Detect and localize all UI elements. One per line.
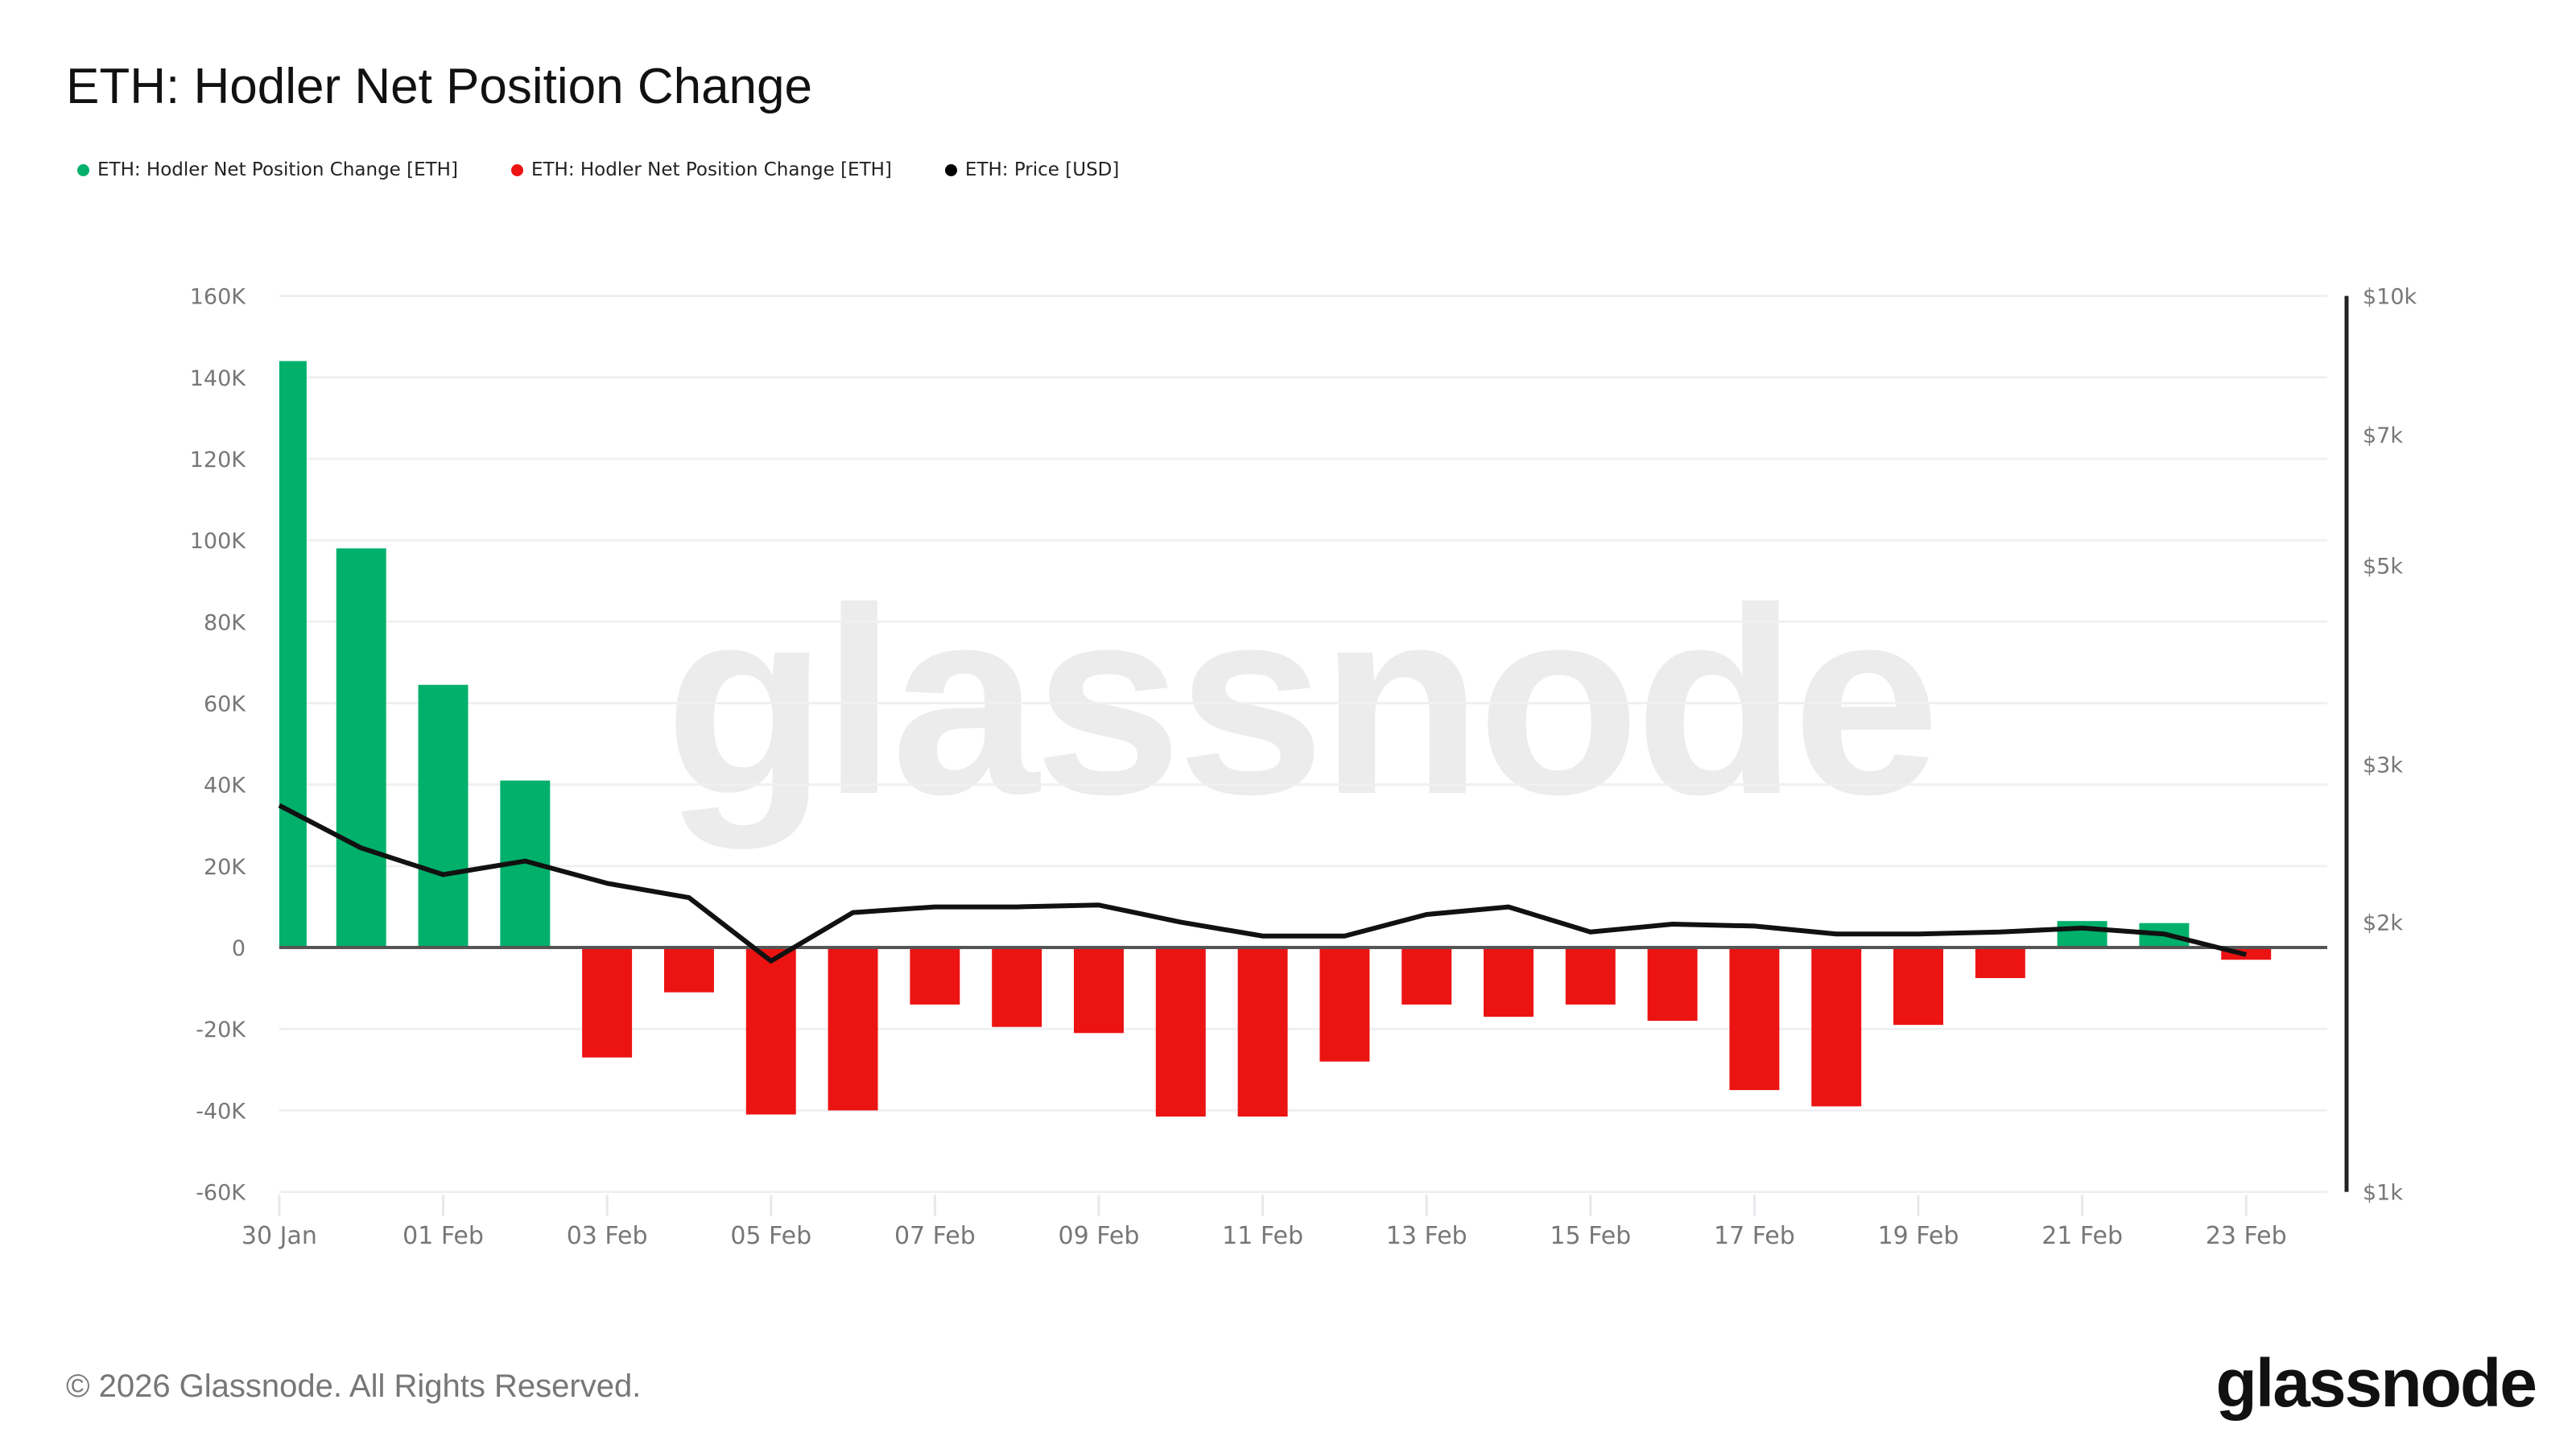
y-tick-label: 160K	[190, 285, 247, 310]
legend-dot-red-icon	[510, 163, 523, 176]
y-tick-label: -20K	[196, 1018, 246, 1042]
y-right-tick-label: $2k	[2363, 911, 2403, 936]
x-tick-label: 01 Feb	[402, 1222, 484, 1250]
bar-negative[interactable]	[1484, 947, 1534, 1018]
x-tick-label: 11 Feb	[1222, 1222, 1303, 1250]
legend-dot-green-icon	[77, 163, 89, 176]
x-tick-label: 05 Feb	[730, 1222, 811, 1250]
y-tick-label: 120K	[190, 448, 247, 473]
watermark: glassnode	[665, 552, 1935, 851]
bar-negative[interactable]	[1729, 947, 1780, 1091]
bar-negative[interactable]	[1893, 947, 1943, 1026]
legend-label: ETH: Price [USD]	[964, 159, 1120, 180]
bar-positive[interactable]	[418, 684, 469, 948]
legend-label: ETH: Hodler Net Position Change [ETH]	[97, 159, 458, 180]
x-tick-label: 13 Feb	[1386, 1222, 1468, 1250]
y-right-tick-label: $10k	[2363, 285, 2417, 310]
bar-negative[interactable]	[992, 947, 1042, 1027]
x-tick-label: 30 Jan	[242, 1222, 317, 1250]
y-right-tick-label: $7k	[2363, 423, 2403, 448]
legend-item-positive[interactable]: ETH: Hodler Net Position Change [ETH]	[77, 159, 458, 180]
x-tick-label: 19 Feb	[1878, 1222, 1959, 1250]
bar-negative[interactable]	[1811, 947, 1862, 1107]
x-tick-label: 07 Feb	[894, 1222, 976, 1250]
bar-positive[interactable]	[336, 548, 386, 948]
y-tick-label: 140K	[190, 366, 247, 391]
x-tick-label: 17 Feb	[1714, 1222, 1795, 1250]
legend-dot-black-icon	[944, 163, 957, 176]
x-tick-label: 21 Feb	[2041, 1222, 2123, 1250]
y-tick-label: 40K	[204, 774, 246, 799]
y-right-tick-label: $1k	[2363, 1181, 2403, 1206]
bar-negative[interactable]	[1402, 947, 1452, 1005]
y-tick-label: -40K	[196, 1099, 246, 1124]
y-right-tick-label: $3k	[2363, 753, 2403, 778]
bar-positive[interactable]	[2057, 921, 2107, 948]
x-tick-label: 09 Feb	[1059, 1222, 1140, 1250]
legend-label: ETH: Hodler Net Position Change [ETH]	[530, 159, 892, 180]
bar-negative[interactable]	[1237, 947, 1288, 1117]
y-right-tick-label: $5k	[2363, 555, 2403, 580]
bar-positive[interactable]	[279, 361, 307, 948]
y-tick-label: 100K	[190, 529, 247, 554]
y-tick-label: 20K	[204, 855, 246, 880]
bar-negative[interactable]	[1073, 947, 1124, 1034]
bar-negative[interactable]	[1975, 947, 2025, 978]
y-tick-label: -60K	[196, 1181, 246, 1206]
legend-item-price[interactable]: ETH: Price [USD]	[944, 159, 1120, 180]
bar-negative[interactable]	[1155, 947, 1206, 1117]
bar-negative[interactable]	[828, 947, 878, 1111]
legend: ETH: Hodler Net Position Change [ETH] ET…	[77, 159, 1172, 180]
price-line[interactable]	[278, 803, 2247, 964]
x-tick-label: 15 Feb	[1550, 1222, 1631, 1250]
chart-title: ETH: Hodler Net Position Change	[66, 59, 813, 114]
x-tick-label: 23 Feb	[2206, 1222, 2287, 1250]
glassnode-logo: glassnode	[2215, 1345, 2537, 1421]
bar-negative[interactable]	[1647, 947, 1698, 1022]
y-tick-label: 0	[232, 936, 246, 961]
bar-negative[interactable]	[663, 947, 714, 993]
bar-negative[interactable]	[745, 947, 796, 1115]
bar-negative[interactable]	[1319, 947, 1370, 1062]
y-tick-label: 80K	[204, 610, 246, 635]
bar-negative[interactable]	[910, 947, 960, 1005]
copyright-text: © 2026 Glassnode. All Rights Reserved.	[66, 1368, 642, 1404]
x-tick-label: 03 Feb	[567, 1222, 648, 1250]
bar-negative[interactable]	[1565, 947, 1616, 1005]
y-tick-label: 60K	[204, 691, 246, 716]
bar-negative[interactable]	[582, 947, 633, 1058]
legend-item-negative[interactable]: ETH: Hodler Net Position Change [ETH]	[510, 159, 892, 180]
